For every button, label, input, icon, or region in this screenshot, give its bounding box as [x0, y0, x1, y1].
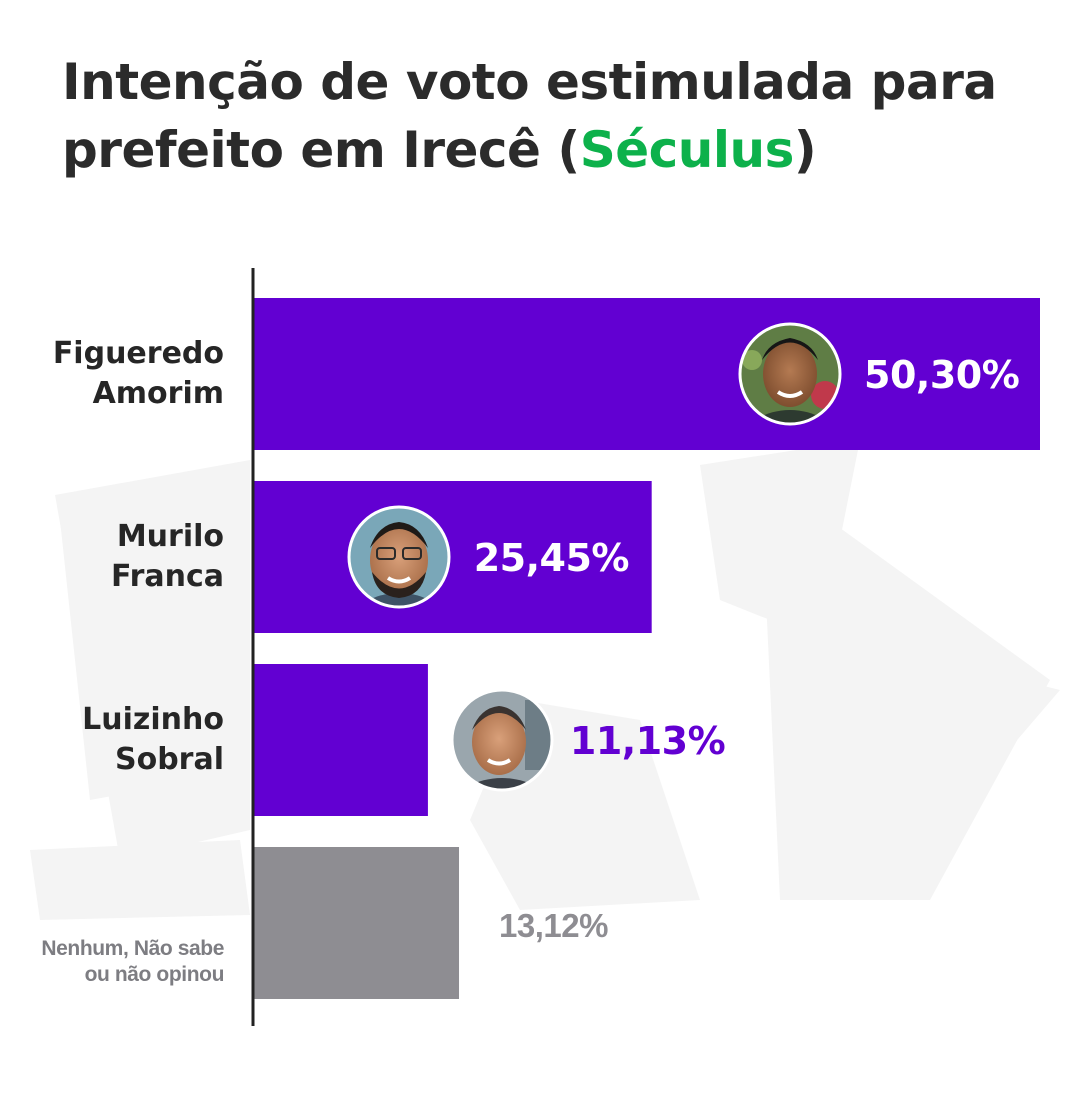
- category-label-0: Figueredo Amorim: [53, 336, 224, 411]
- bar-3: [254, 847, 460, 999]
- category-label-line: ou não opinou: [85, 963, 224, 986]
- title-line2-prefix: prefeito em Irecê (: [62, 121, 580, 179]
- value-label-0: 50,30%: [864, 353, 1019, 397]
- candidate-photo-murilo: [349, 507, 449, 607]
- category-label-1: Murilo Franca: [111, 519, 224, 594]
- bar-1: [254, 481, 652, 633]
- bar-2: [254, 664, 428, 816]
- title-pollster: Séculus: [579, 121, 795, 179]
- value-label-3: 13,12%: [499, 907, 608, 944]
- category-label-line: Sobral: [115, 742, 224, 777]
- title-line1: Intenção de voto estimulada para: [62, 53, 997, 111]
- category-label-line: Murilo: [117, 519, 224, 554]
- category-label-line: Figueredo: [53, 336, 224, 371]
- chart-title: Intenção de voto estimulada para prefeit…: [62, 48, 1052, 184]
- avatar-ring: [738, 322, 842, 426]
- value-label-1: 25,45%: [474, 536, 629, 580]
- title-line2-suffix: ): [793, 121, 817, 179]
- category-label-3: Nenhum, Não sabe ou não opinou: [41, 937, 224, 986]
- category-label-line: Amorim: [93, 376, 224, 411]
- value-label-2: 11,13%: [570, 719, 725, 763]
- category-label-line: Luizinho: [82, 702, 224, 737]
- category-label-line: Franca: [111, 559, 224, 594]
- category-label-line: Nenhum, Não sabe: [41, 937, 224, 960]
- category-label-2: Luizinho Sobral: [82, 702, 224, 777]
- candidate-photo-figueredo: [740, 324, 840, 424]
- avatar-ring: [450, 688, 554, 792]
- avatar-ring: [347, 505, 451, 609]
- candidate-photo-luizinho: [452, 690, 552, 790]
- bar-0: [254, 298, 1040, 450]
